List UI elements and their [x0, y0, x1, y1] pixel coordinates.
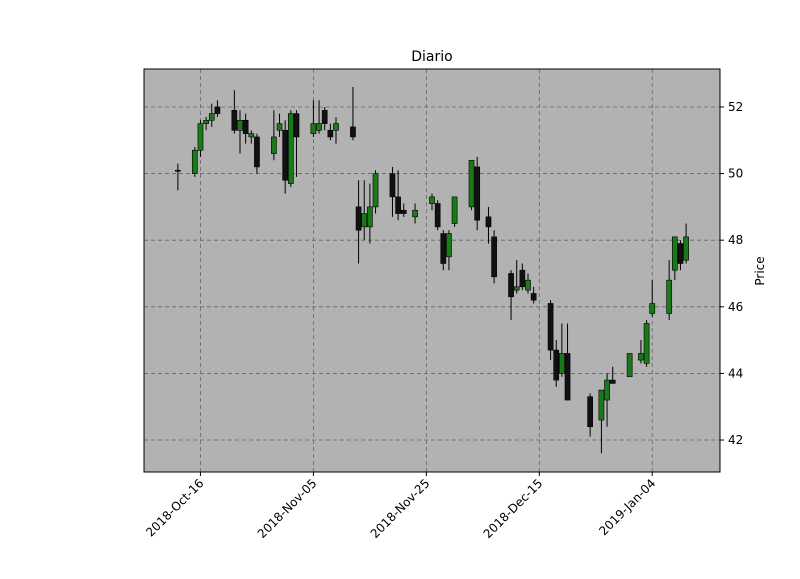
candle-body — [513, 286, 520, 291]
candle-body — [214, 106, 221, 114]
y-tick-label: 44 — [728, 366, 743, 380]
candle-body — [208, 113, 215, 121]
candle-body — [643, 323, 650, 364]
candle-body — [310, 123, 317, 134]
candle-body — [175, 169, 181, 172]
candle-body — [491, 236, 497, 278]
candle-body — [530, 293, 537, 301]
candle-body — [395, 196, 401, 214]
candle-body — [519, 269, 526, 288]
candle-body — [485, 216, 492, 228]
candle-body — [626, 353, 633, 378]
candle-body — [316, 123, 322, 131]
x-tick-label: 2018-Nov-05 — [255, 476, 320, 541]
y-tick-label: 42 — [728, 433, 743, 447]
candle-body — [587, 396, 593, 428]
candle-body — [609, 379, 616, 384]
x-tick-label: 2018-Nov-25 — [368, 476, 433, 541]
plot-frame — [143, 68, 721, 473]
candle-body — [361, 213, 368, 228]
candle-body — [242, 119, 249, 134]
x-tick-label: 2018-Dec-15 — [481, 476, 546, 541]
candle-body — [446, 233, 452, 258]
plot-area — [144, 69, 720, 472]
candle-body — [321, 109, 328, 124]
candle-body — [327, 129, 334, 138]
candle-body — [434, 203, 441, 228]
candle-body — [559, 353, 565, 374]
candle-body — [254, 136, 260, 168]
chart-title: Diario — [411, 49, 452, 65]
candle-body — [671, 236, 678, 271]
candle-body — [553, 349, 560, 381]
candle-body — [293, 113, 300, 138]
candle-body — [350, 126, 356, 138]
candle-body — [355, 206, 362, 231]
candle-body — [649, 303, 656, 314]
y-tick-label: 50 — [728, 167, 743, 181]
candle-body — [389, 173, 396, 198]
y-tick-label: 48 — [728, 233, 743, 247]
candle-body — [604, 379, 610, 401]
candle-body — [468, 159, 475, 208]
candle-body — [412, 209, 418, 218]
candle-body — [248, 133, 255, 138]
candle-body — [271, 136, 277, 154]
x-tick-label: 2019-Jan-04 — [596, 476, 658, 538]
candle-body — [429, 196, 435, 204]
candle-body — [474, 166, 481, 221]
candle-body — [203, 119, 209, 124]
y-axis-label: Price — [753, 256, 767, 285]
candle-body — [287, 113, 294, 184]
candle-body — [367, 206, 373, 228]
candle-body — [197, 123, 204, 151]
candle-body — [276, 123, 283, 131]
candle-body — [683, 236, 689, 261]
candle-body — [547, 303, 554, 351]
candle-body — [372, 173, 379, 208]
candle-body — [564, 353, 571, 401]
candle-body — [231, 109, 238, 131]
candle-body — [282, 129, 289, 181]
candle-body — [451, 196, 458, 224]
candle-body — [666, 279, 673, 314]
candle-body — [440, 233, 447, 264]
candle-body — [598, 389, 605, 421]
candle-body — [508, 273, 514, 298]
x-tick-label: 2018-Oct-16 — [143, 476, 206, 539]
y-tick-label: 52 — [728, 100, 743, 114]
candle-body — [191, 149, 198, 174]
candle-body — [400, 209, 407, 214]
candle-body — [638, 353, 644, 361]
candle-body — [333, 123, 339, 131]
candle-body — [237, 119, 243, 131]
candle-body — [677, 243, 684, 264]
candle-body — [525, 279, 531, 291]
y-tick-label: 46 — [728, 300, 743, 314]
